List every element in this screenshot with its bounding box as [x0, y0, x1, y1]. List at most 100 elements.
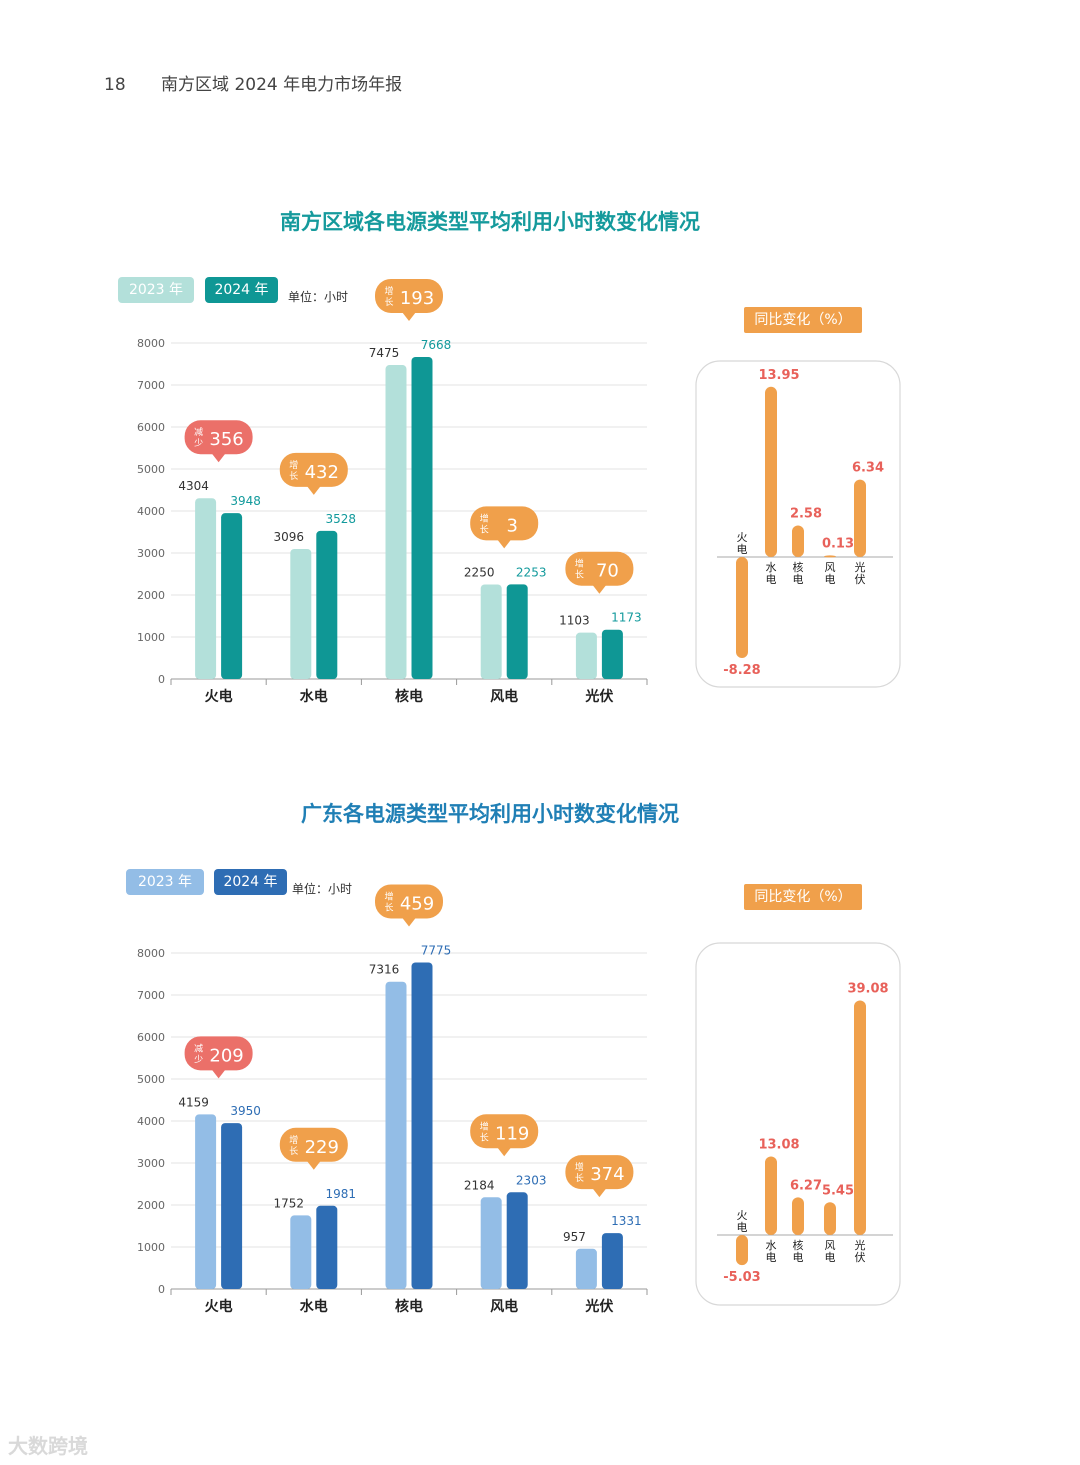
- yoy-category-label: 水: [766, 1239, 777, 1252]
- change-value: 119: [495, 1123, 529, 1144]
- change-type-char: 增: [384, 285, 393, 297]
- y-tick-label: 2000: [137, 1199, 165, 1212]
- bar-2024: [221, 513, 243, 679]
- x-category-label: 风电: [490, 688, 518, 705]
- change-bubble: [375, 884, 443, 919]
- yoy-category-label: 伏: [855, 572, 866, 586]
- bar-value-label: 7775: [421, 943, 452, 957]
- change-type-char: 长: [289, 470, 298, 482]
- yoy-category-label: 风: [825, 1239, 836, 1252]
- chart2-legend-2024: 2024 年: [214, 869, 287, 895]
- x-category-label: 火电: [205, 688, 233, 705]
- change-bubble: [184, 420, 253, 455]
- change-bubble-pointer: [211, 1069, 226, 1079]
- yoy-category-label: 电: [793, 573, 804, 586]
- x-category-label: 火电: [205, 1298, 233, 1315]
- yoy-bar: [765, 386, 777, 557]
- yoy-category-label: 电: [825, 1251, 836, 1264]
- change-type-char: 增: [384, 890, 393, 902]
- change-bubble: [375, 278, 443, 313]
- y-tick-label: 2000: [137, 589, 165, 602]
- bar-2023: [575, 632, 597, 679]
- bar-value-label: 957: [563, 1230, 586, 1244]
- yoy-category-label: 火: [737, 531, 748, 544]
- change-value: 209: [209, 1045, 243, 1066]
- chart2-legend-2023: 2023 年: [126, 869, 204, 895]
- bar-value-label: 3950: [230, 1104, 261, 1118]
- change-bubble-pointer: [497, 539, 512, 549]
- change-bubble-pointer: [402, 917, 416, 927]
- yoy-bar: [736, 1235, 748, 1266]
- change-bubble: [279, 1127, 348, 1162]
- change-type-char: 增: [575, 1161, 584, 1173]
- yoy-bar: [765, 1156, 777, 1235]
- yoy-bar: [792, 525, 804, 557]
- bar-2024: [506, 1192, 528, 1289]
- y-tick-label: 3000: [137, 1157, 165, 1170]
- bar-2023: [385, 365, 407, 679]
- bar-2023: [480, 1197, 502, 1289]
- y-tick-label: 6000: [137, 1031, 165, 1044]
- yoy-category-label: 水: [766, 561, 777, 574]
- bar-value-label: 1173: [611, 611, 642, 625]
- bar-2024: [506, 584, 528, 679]
- bar-value-label: 1752: [274, 1196, 305, 1210]
- bar-value-label: 2303: [516, 1173, 547, 1187]
- yoy-category-label: 风: [825, 561, 836, 574]
- bar-2023: [385, 981, 407, 1289]
- change-bubble: [565, 1155, 634, 1190]
- chart2-unit-label: 单位：小时: [292, 882, 353, 896]
- y-tick-label: 1000: [137, 1241, 165, 1254]
- x-category-label: 水电: [300, 1298, 328, 1315]
- chart1-title: 南方区域各电源类型平均利用小时数变化情况: [280, 210, 700, 234]
- y-tick-label: 0: [158, 1283, 165, 1296]
- bar-2024: [601, 629, 623, 679]
- yoy-category-label: 核: [793, 560, 804, 574]
- yoy-value-label: 5.45: [822, 1183, 854, 1198]
- bar-value-label: 2253: [516, 565, 547, 579]
- yoy-frame: [695, 942, 901, 1306]
- yoy-value-label: -5.03: [723, 1270, 760, 1285]
- bar-2023: [480, 584, 502, 679]
- bar-value-label: 2184: [464, 1178, 495, 1192]
- chart1-unit-label: 单位：小时: [288, 290, 349, 304]
- x-category-label: 核电: [395, 688, 423, 705]
- change-bubble: [184, 1036, 253, 1071]
- bar-2024: [411, 962, 433, 1289]
- yoy-category-label: 火: [737, 1209, 748, 1222]
- x-category-label: 风电: [490, 1298, 518, 1315]
- change-value: 229: [305, 1137, 339, 1158]
- bar-2023: [195, 1114, 217, 1289]
- bar-2024: [601, 1233, 623, 1289]
- change-value: 432: [305, 462, 339, 483]
- document-title: 南方区域 2024 年电力市场年报: [161, 75, 403, 95]
- y-tick-label: 5000: [137, 1073, 165, 1086]
- change-bubble-pointer: [592, 1188, 607, 1198]
- change-bubble: [470, 1114, 539, 1149]
- yoy-bar: [824, 555, 836, 558]
- change-value: 459: [400, 893, 434, 914]
- yoy-category-label: 电: [766, 1251, 777, 1264]
- y-tick-label: 4000: [137, 505, 165, 518]
- bar-value-label: 7316: [369, 963, 400, 977]
- yoy-bar: [854, 479, 866, 557]
- yoy-value-label: 6.27: [790, 1178, 822, 1193]
- bar-2024: [411, 356, 433, 679]
- change-bubble-pointer: [592, 584, 607, 594]
- yoy-category-label: 光: [855, 1238, 866, 1252]
- change-type-char: 少: [194, 1054, 203, 1065]
- x-category-label: 光伏: [584, 1298, 613, 1315]
- yoy-value-label: 13.95: [758, 368, 799, 383]
- bar-value-label: 3528: [326, 512, 357, 526]
- yoy-category-label: 电: [737, 543, 748, 556]
- change-type-char: 长: [384, 901, 393, 913]
- yoy-bar: [824, 1202, 836, 1235]
- y-tick-label: 8000: [137, 947, 165, 960]
- yoy-value-label: -8.28: [723, 663, 760, 678]
- yoy-bar: [792, 1197, 804, 1235]
- change-type-char: 长: [289, 1145, 298, 1157]
- change-value: 70: [596, 561, 619, 582]
- chart2-bar-chart: 0 1000 2000 3000 4000 5000 6000 7000 8000 火电 4159 3…: [137, 884, 648, 1315]
- y-tick-label: 8000: [137, 337, 165, 350]
